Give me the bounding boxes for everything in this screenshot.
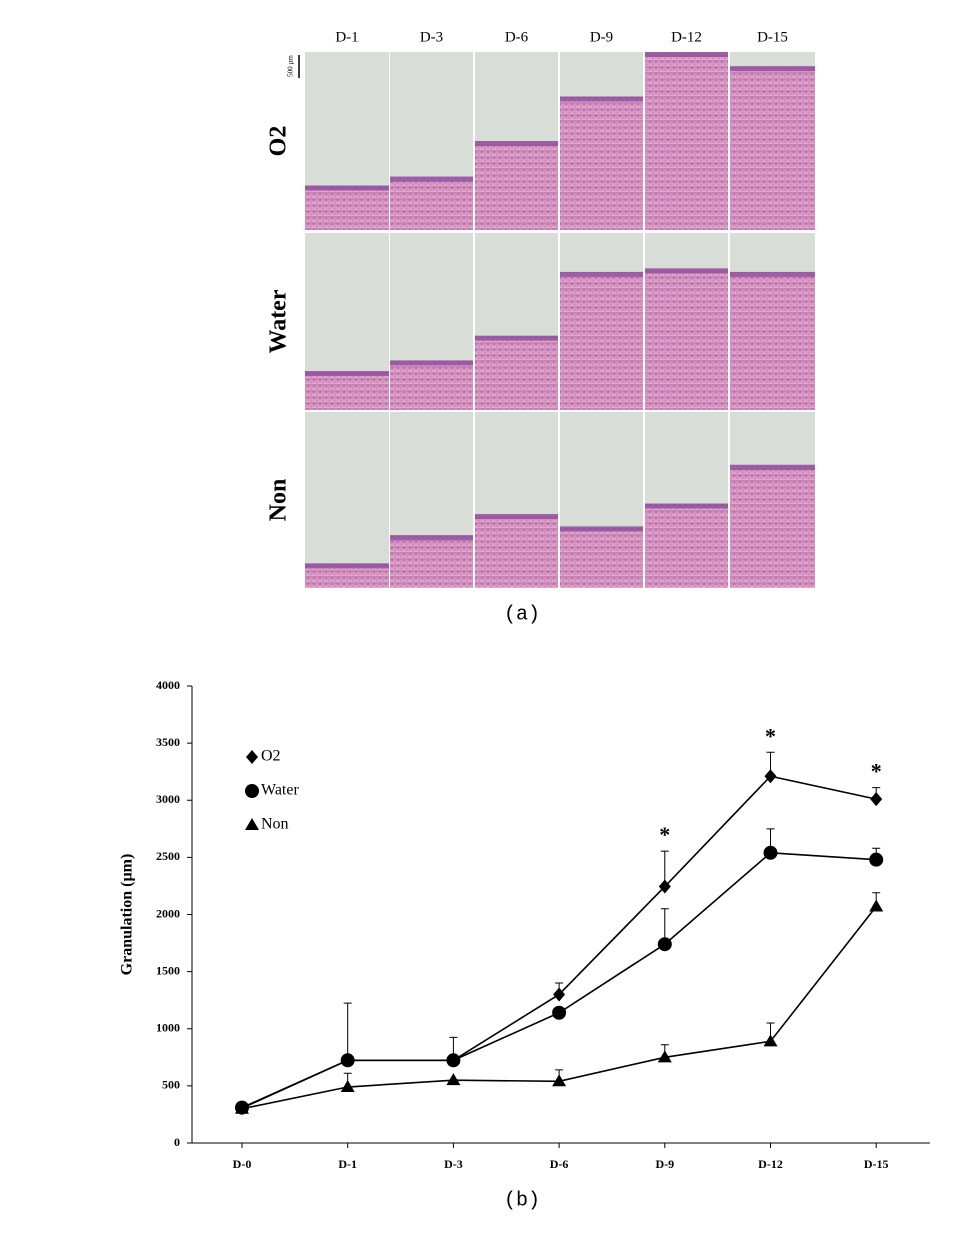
epidermis bbox=[645, 268, 728, 274]
marker bbox=[657, 1050, 672, 1063]
tissue bbox=[560, 96, 643, 230]
y-axis-label: Granulation (µm) bbox=[119, 854, 136, 976]
y-tick-label: 1000 bbox=[156, 1021, 180, 1035]
epidermis bbox=[390, 176, 473, 182]
y-tick-label: 1500 bbox=[156, 963, 180, 977]
histology-image bbox=[305, 412, 389, 588]
x-tick-label: D-1 bbox=[338, 1157, 357, 1171]
y-tick-label: 2000 bbox=[156, 906, 180, 920]
y-tick-label: 0 bbox=[174, 1135, 180, 1149]
column-label: D-1 bbox=[335, 29, 358, 45]
marker bbox=[245, 818, 259, 830]
tissue bbox=[475, 335, 558, 410]
row-label: O2 bbox=[266, 126, 292, 157]
marker bbox=[869, 899, 884, 912]
column-label: D-12 bbox=[671, 29, 702, 45]
legend-label: Non bbox=[261, 816, 289, 833]
epidermis bbox=[305, 185, 389, 191]
x-tick-label: D-6 bbox=[550, 1157, 569, 1171]
marker bbox=[446, 1053, 461, 1068]
epidermis bbox=[560, 526, 643, 532]
legend-label: O2 bbox=[261, 748, 281, 765]
x-tick-label: D-9 bbox=[655, 1157, 674, 1171]
epidermis bbox=[475, 514, 558, 520]
marker bbox=[763, 845, 778, 860]
x-tick-label: D-15 bbox=[864, 1157, 889, 1171]
tissue bbox=[475, 141, 558, 230]
tissue bbox=[645, 52, 728, 230]
column-label: D-9 bbox=[590, 29, 613, 45]
epidermis bbox=[645, 503, 728, 509]
marker bbox=[552, 1074, 567, 1087]
marker bbox=[870, 792, 883, 807]
marker bbox=[246, 750, 258, 764]
epidermis bbox=[645, 52, 728, 57]
y-tick-label: 3500 bbox=[156, 735, 180, 749]
panel-caption: (b) bbox=[504, 1189, 540, 1212]
marker bbox=[340, 1053, 355, 1068]
error-bar bbox=[343, 1002, 352, 1061]
scale-label: 500 µm bbox=[287, 55, 295, 77]
x-tick-label: D-12 bbox=[758, 1157, 783, 1171]
histology-panel: D-1 D-3 D-6 D-9 D-12 D-15 O2 Water Non 500 µm bbox=[266, 29, 815, 588]
significance-mark: * bbox=[765, 723, 776, 748]
epidermis bbox=[305, 563, 389, 569]
marker bbox=[340, 1080, 355, 1093]
epidermis bbox=[305, 371, 389, 377]
series-line bbox=[241, 775, 877, 1109]
tissue bbox=[645, 503, 728, 588]
legend-label: Water bbox=[261, 782, 299, 799]
x-tick-label: D-0 bbox=[233, 1157, 252, 1171]
tissue bbox=[390, 176, 473, 230]
row-label: Water bbox=[266, 289, 292, 353]
series-line bbox=[241, 851, 877, 1109]
y-tick-label: 4000 bbox=[156, 678, 180, 692]
epidermis bbox=[560, 271, 643, 277]
marker bbox=[658, 879, 671, 894]
column-label: D-15 bbox=[757, 29, 788, 45]
y-tick-label: 500 bbox=[162, 1078, 180, 1092]
y-tick-label: 3000 bbox=[156, 792, 180, 806]
epidermis bbox=[730, 271, 815, 277]
tissue bbox=[645, 268, 728, 410]
epidermis bbox=[730, 464, 815, 470]
tissue bbox=[305, 185, 389, 230]
tissue bbox=[730, 271, 815, 410]
tissue bbox=[475, 514, 558, 588]
y-tick-label: 2500 bbox=[156, 849, 180, 863]
marker bbox=[245, 784, 259, 798]
significance-mark: * bbox=[659, 822, 670, 847]
marker bbox=[552, 1005, 567, 1020]
epidermis bbox=[560, 96, 643, 102]
tissue bbox=[730, 464, 815, 588]
marker bbox=[553, 987, 566, 1002]
column-label: D-3 bbox=[420, 29, 443, 45]
epidermis bbox=[730, 66, 815, 72]
significance-mark: * bbox=[871, 759, 882, 784]
tissue bbox=[305, 371, 389, 410]
marker bbox=[446, 1073, 461, 1086]
tissue bbox=[560, 526, 643, 588]
marker bbox=[235, 1101, 249, 1114]
epidermis bbox=[475, 141, 558, 146]
line-chart: 0 500 1000 1500 2000 2500 3000 3500 4000 D-0 D-1 D-… bbox=[119, 678, 930, 1171]
epidermis bbox=[390, 535, 473, 541]
tissue bbox=[390, 360, 473, 410]
x-tick-label: D-3 bbox=[444, 1157, 463, 1171]
epidermis bbox=[390, 360, 473, 366]
panel-caption: (a) bbox=[504, 603, 540, 626]
column-label: D-6 bbox=[505, 29, 529, 45]
row-label: Non bbox=[266, 479, 292, 522]
marker bbox=[657, 937, 672, 952]
tissue bbox=[730, 66, 815, 231]
epidermis bbox=[475, 335, 558, 341]
marker bbox=[764, 769, 777, 784]
marker bbox=[763, 1034, 778, 1047]
tissue bbox=[390, 535, 473, 588]
tissue bbox=[560, 271, 643, 410]
marker bbox=[869, 852, 884, 867]
